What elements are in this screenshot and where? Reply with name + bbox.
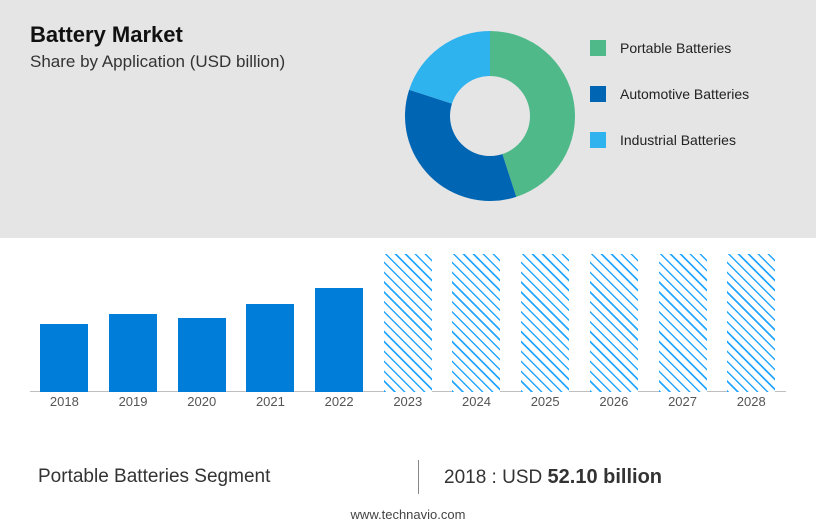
footer-value: 52.10 bbox=[548, 466, 598, 488]
donut-svg bbox=[400, 26, 580, 206]
bar-slot bbox=[648, 254, 717, 392]
bar-xlabel: 2021 bbox=[236, 394, 305, 414]
bar-xlabel: 2026 bbox=[580, 394, 649, 414]
footer-url: www.technavio.com bbox=[0, 507, 816, 522]
bar-slot bbox=[373, 254, 442, 392]
bar-actual bbox=[109, 314, 157, 392]
bar-actual bbox=[315, 288, 363, 392]
bar-slot bbox=[99, 314, 168, 392]
bar-forecast bbox=[452, 254, 500, 392]
page-subtitle: Share by Application (USD billion) bbox=[30, 52, 285, 72]
bar-xlabel: 2028 bbox=[717, 394, 786, 414]
bar-slot bbox=[167, 318, 236, 392]
bar-slot bbox=[236, 304, 305, 392]
page-title: Battery Market bbox=[30, 22, 285, 48]
footer-value-line: 2018 : USD 52.10 billion bbox=[444, 466, 662, 489]
bar-slot bbox=[511, 254, 580, 392]
bar-chart-panel: 2018201920202021202220232024202520262027… bbox=[0, 238, 816, 448]
bar-forecast bbox=[590, 254, 638, 392]
bar-xlabel: 2019 bbox=[99, 394, 168, 414]
legend-swatch bbox=[590, 132, 606, 148]
bar-slot bbox=[305, 288, 374, 392]
bar-xlabel: 2024 bbox=[442, 394, 511, 414]
legend-swatch bbox=[590, 86, 606, 102]
bar-forecast bbox=[521, 254, 569, 392]
bars-row bbox=[30, 254, 786, 392]
legend-label: Automotive Batteries bbox=[620, 86, 749, 102]
bar-actual bbox=[40, 324, 88, 392]
bar-xlabel: 2023 bbox=[373, 394, 442, 414]
bar-actual bbox=[178, 318, 226, 392]
bar-forecast bbox=[727, 254, 775, 392]
footer-panel: Portable Batteries Segment 2018 : USD 52… bbox=[0, 448, 816, 528]
legend-label: Industrial Batteries bbox=[620, 132, 736, 148]
bar-actual bbox=[246, 304, 294, 392]
legend-item: Automotive Batteries bbox=[590, 86, 749, 102]
donut-chart bbox=[400, 26, 580, 211]
bar-xlabel: 2027 bbox=[648, 394, 717, 414]
footer-divider bbox=[418, 460, 419, 494]
bar-slot bbox=[717, 254, 786, 392]
legend-item: Industrial Batteries bbox=[590, 132, 749, 148]
bar-xlabel: 2020 bbox=[167, 394, 236, 414]
bar-xaxis: 2018201920202021202220232024202520262027… bbox=[30, 394, 786, 414]
bar-xlabel: 2018 bbox=[30, 394, 99, 414]
bar-forecast bbox=[384, 254, 432, 392]
top-panel: Battery Market Share by Application (USD… bbox=[0, 0, 816, 238]
bar-xlabel: 2022 bbox=[305, 394, 374, 414]
bar-slot bbox=[442, 254, 511, 392]
bar-forecast bbox=[659, 254, 707, 392]
bar-slot bbox=[30, 324, 99, 392]
legend-item: Portable Batteries bbox=[590, 40, 749, 56]
footer-prefix: : USD bbox=[486, 467, 547, 488]
bar-xlabel: 2025 bbox=[511, 394, 580, 414]
segment-label: Portable Batteries Segment bbox=[38, 466, 270, 488]
legend-swatch bbox=[590, 40, 606, 56]
footer-suffix: billion bbox=[598, 466, 662, 488]
title-block: Battery Market Share by Application (USD… bbox=[30, 22, 285, 72]
footer-year: 2018 bbox=[444, 467, 486, 488]
legend-label: Portable Batteries bbox=[620, 40, 731, 56]
donut-hole bbox=[450, 76, 530, 156]
legend: Portable Batteries Automotive Batteries In… bbox=[590, 40, 749, 178]
bar-chart: 2018201920202021202220232024202520262027… bbox=[30, 254, 786, 414]
bar-slot bbox=[580, 254, 649, 392]
